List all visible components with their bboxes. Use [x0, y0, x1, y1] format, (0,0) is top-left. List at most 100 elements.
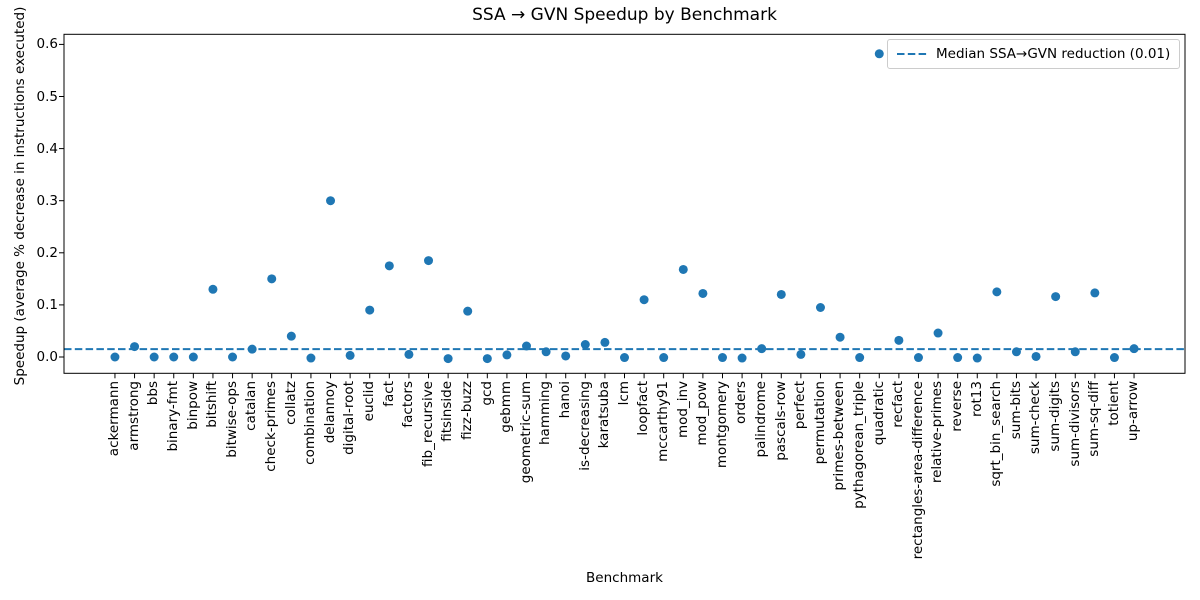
data-point [502, 350, 512, 360]
data-point [1011, 347, 1021, 357]
x-tick-label: totient [1105, 381, 1122, 426]
x-tick-label: is-decreasing [576, 381, 593, 471]
data-point [208, 284, 218, 294]
data-point [580, 339, 590, 349]
x-tick-label: sum-check [1027, 381, 1044, 455]
y-tick-label: 0.5 [36, 88, 58, 105]
x-tick-label: catalan [243, 381, 260, 431]
x-tick-label: permutation [811, 381, 828, 465]
data-point [404, 349, 414, 359]
data-point [1070, 347, 1080, 357]
x-tick-label: sqrt_bin_search [988, 381, 1005, 487]
data-point [620, 353, 629, 363]
x-tick-label: orders [733, 381, 750, 425]
data-point [286, 331, 296, 341]
x-tick-label: binpow [184, 381, 201, 430]
data-point [639, 295, 649, 305]
data-point [463, 306, 473, 316]
data-point [1051, 292, 1061, 302]
x-tick-label: hanoi [556, 381, 573, 419]
data-point [776, 289, 786, 299]
x-tick-label: mod_pow [694, 381, 711, 446]
data-point [110, 352, 120, 362]
x-tick-label: mccarthy91 [654, 381, 671, 462]
y-tick-label: 0.6 [36, 36, 58, 53]
x-tick-label: primes-between [831, 381, 848, 491]
x-tick-label: perfect [792, 381, 809, 430]
x-tick-label: euclid [360, 381, 377, 422]
data-point [1109, 353, 1119, 363]
legend-label: Median SSA→GVN reduction (0.01) [936, 46, 1171, 62]
x-tick-label: fib_recursive [419, 381, 436, 467]
x-tick-label: pythagorean_triple [850, 381, 867, 509]
x-tick-label: factors [400, 381, 417, 428]
data-point [953, 353, 963, 363]
data-point [1031, 351, 1041, 361]
data-point [384, 261, 394, 271]
x-tick-label: gebmm [498, 381, 515, 433]
data-point [541, 347, 551, 357]
plot-border [63, 33, 1186, 374]
x-tick-label: armstrong [125, 381, 142, 451]
data-point [169, 352, 179, 362]
data-point [326, 196, 336, 206]
x-tick-label: karatsuba [596, 381, 613, 449]
x-tick-label: quadratic [870, 381, 887, 446]
x-tick-label: pascals-row [772, 381, 789, 461]
data-point [972, 353, 982, 363]
x-tick-label: sum-divisors [1066, 381, 1083, 467]
x-tick-label: reverse [948, 381, 965, 432]
data-point [659, 353, 669, 363]
x-tick-label: bitshift [204, 381, 221, 428]
x-tick-label: recfact [890, 381, 907, 428]
x-tick-label: delannoy [321, 381, 338, 444]
x-tick-label: combination [302, 381, 319, 465]
x-tick-label: hamming [537, 381, 554, 446]
x-tick-label: loopfact [635, 381, 652, 436]
x-tick-label: rectangles-area-difference [909, 381, 926, 560]
data-point [1129, 344, 1139, 354]
data-point [424, 256, 434, 266]
data-point [600, 337, 610, 347]
data-point [796, 349, 806, 359]
x-tick-label: fitsinside [439, 381, 456, 442]
data-point [345, 350, 355, 360]
y-tick-label: 0.0 [36, 349, 58, 365]
x-axis-label: Benchmark [586, 570, 663, 586]
x-tick-label: montgomery [713, 381, 730, 469]
x-tick-label: up-arrow [1125, 381, 1142, 442]
data-point [855, 353, 865, 363]
x-tick-label: bitwise-ops [223, 381, 240, 458]
data-point [894, 335, 904, 345]
data-point [835, 332, 845, 342]
y-tick-label: 0.2 [36, 244, 58, 261]
data-point [267, 274, 277, 284]
x-tick-label: collatz [282, 381, 299, 425]
x-tick-label: ackermann [106, 381, 123, 457]
y-tick-label: 0.3 [36, 192, 58, 209]
x-tick-label: bbs [145, 381, 162, 406]
x-tick-label: check-primes [262, 381, 279, 472]
x-tick-label: fizz-buzz [458, 381, 475, 440]
data-point [228, 352, 238, 362]
data-point [717, 353, 727, 363]
x-tick-label: binary-fmt [164, 381, 181, 452]
legend-dashed-line-icon [897, 53, 927, 55]
data-point [815, 303, 825, 313]
data-point [678, 264, 688, 274]
y-tick-label: 0.1 [36, 296, 58, 313]
x-tick-label: sum-digits [1046, 381, 1063, 452]
data-point [1090, 288, 1100, 298]
x-tick-label: geometric-sum [517, 381, 534, 484]
x-tick-label: fact [380, 381, 397, 407]
data-point [482, 354, 492, 364]
x-tick-label: gcd [478, 381, 495, 406]
data-point [365, 305, 375, 315]
data-point [306, 353, 316, 363]
x-tick-label: palindrome [752, 381, 769, 458]
y-axis-label: Speedup (average % decrease in instructi… [12, 6, 28, 386]
x-tick-label: digital-root [341, 381, 358, 455]
data-point [561, 351, 571, 361]
